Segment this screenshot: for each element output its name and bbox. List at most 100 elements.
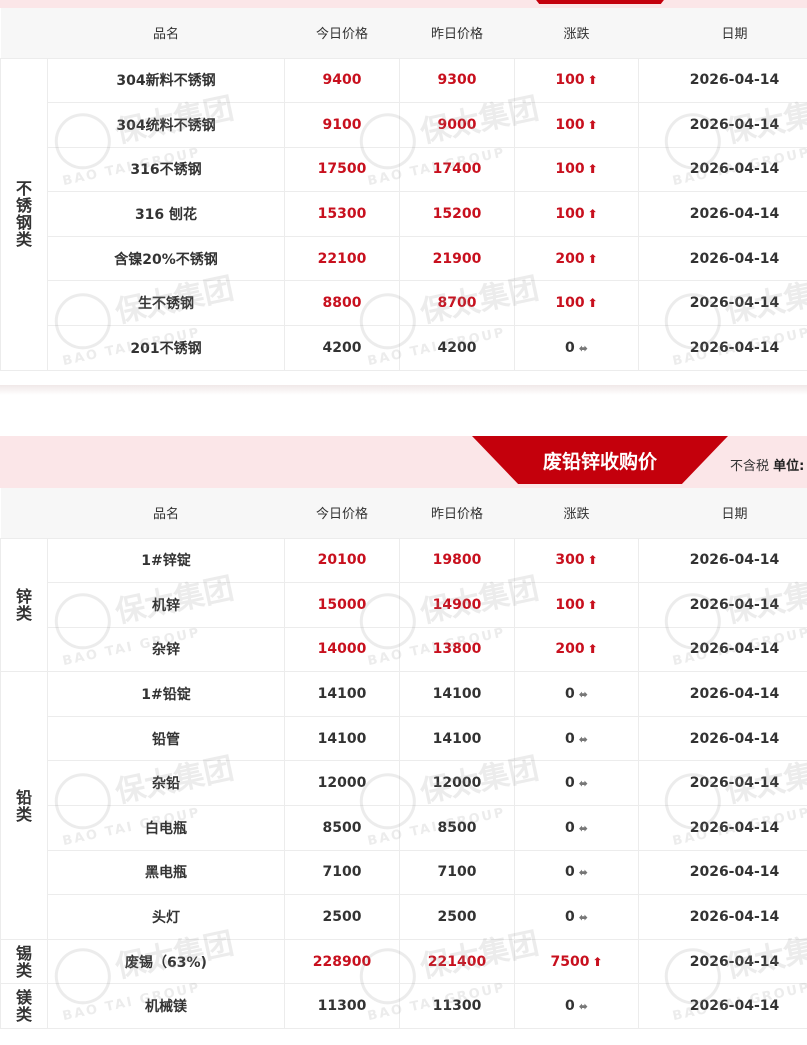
price-change: 100 ⬆ xyxy=(514,582,639,628)
price-change: 100 ⬆ xyxy=(514,146,639,193)
item-name: 头灯 xyxy=(47,894,285,940)
category-cell: 锌类 xyxy=(0,537,48,673)
today-price: 9400 xyxy=(284,57,400,104)
yesterday-price: 14100 xyxy=(399,671,515,717)
yesterday-price: 221400 xyxy=(399,938,515,985)
price-change: 100 ⬆ xyxy=(514,280,639,327)
price-change: 200 ⬆ xyxy=(514,235,639,282)
price-change: 100 ⬆ xyxy=(514,57,639,104)
category-cell: 铅类 xyxy=(0,671,48,940)
yesterday-price: 11300 xyxy=(399,983,515,1030)
table-row: 锡类 废锡（63%) 228900 221400 7500 ⬆ 2026-04-14 xyxy=(0,938,807,985)
yesterday-price: 9300 xyxy=(399,57,515,104)
table-header: 品名 今日价格 昨日价格 涨跌 日期 xyxy=(0,8,807,58)
price-change: 0 ⬌ xyxy=(514,849,639,896)
date: 2026-04-14 xyxy=(638,671,807,717)
yesterday-price: 15200 xyxy=(399,191,515,237)
header-category xyxy=(0,488,48,538)
table-row: 含镍20%不锈钢 22100 21900 200 ⬆ 2026-04-14 xyxy=(1,235,807,282)
date: 2026-04-14 xyxy=(638,983,807,1030)
column-header: 涨跌 xyxy=(514,488,639,538)
category-label: 铅类 xyxy=(15,787,32,824)
change-value: 0 xyxy=(565,775,575,792)
item-name: 201不锈钢 xyxy=(47,325,285,371)
date: 2026-04-14 xyxy=(638,57,807,104)
today-price: 8800 xyxy=(284,280,400,327)
column-header: 涨跌 xyxy=(514,8,639,58)
change-value: 0 xyxy=(565,686,575,703)
column-header: 日期 xyxy=(638,488,807,538)
section1-title-tab xyxy=(505,0,695,4)
category-cell: 锡类 xyxy=(0,938,48,985)
tax-note: 不含税 xyxy=(730,459,770,474)
table-row: 锌类 1#锌锭 20100 19800 300 ⬆ 2026-04-14 xyxy=(0,537,807,673)
lead-zinc-price-table: 品名 今日价格 昨日价格 涨跌 日期 锌类 1#锌锭 20100 19800 300 ⬆ 2026-0… xyxy=(0,488,807,1030)
price-change: 0 ⬌ xyxy=(514,983,639,1030)
date: 2026-04-14 xyxy=(638,102,807,148)
double-arrow-flat-icon: ⬌ xyxy=(578,732,588,746)
arrow-up-icon: ⬆ xyxy=(587,162,598,177)
category-label: 锡类 xyxy=(15,943,32,980)
unit-label: 单位: xyxy=(773,459,805,474)
table-row: 316 刨花 15300 15200 100 ⬆ 2026-04-14 xyxy=(1,191,807,237)
date: 2026-04-14 xyxy=(638,938,807,985)
category-label: 不锈钢类 xyxy=(15,179,32,250)
arrow-up-icon: ⬆ xyxy=(587,642,598,657)
change-value: 0 xyxy=(565,730,575,747)
item-name: 黑电瓶 xyxy=(47,849,285,896)
item-name: 杂铅 xyxy=(47,760,285,807)
item-name: 白电瓶 xyxy=(47,805,285,851)
change-value: 100 xyxy=(555,116,585,133)
column-header: 昨日价格 xyxy=(399,8,515,58)
change-value: 100 xyxy=(555,295,585,312)
arrow-up-icon: ⬆ xyxy=(587,597,598,612)
change-value: 200 xyxy=(555,641,585,658)
double-arrow-flat-icon: ⬌ xyxy=(578,821,588,835)
table-row: 316不锈钢 17500 17400 100 ⬆ 2026-04-14 xyxy=(1,146,807,193)
column-header: 日期 xyxy=(638,8,807,58)
change-value: 0 xyxy=(565,819,575,836)
date: 2026-04-14 xyxy=(638,849,807,896)
change-value: 0 xyxy=(565,339,575,356)
today-price: 22100 xyxy=(284,235,400,282)
yesterday-price: 21900 xyxy=(399,235,515,282)
today-price: 15000 xyxy=(284,582,400,628)
today-price: 8500 xyxy=(284,805,400,851)
category-label: 锌类 xyxy=(15,586,32,623)
item-name: 316 刨花 xyxy=(47,191,285,237)
today-price: 4200 xyxy=(284,325,400,371)
item-name: 机锌 xyxy=(47,582,285,628)
date: 2026-04-14 xyxy=(638,191,807,237)
table-row: 304统料不锈钢 9100 9000 100 ⬆ 2026-04-14 xyxy=(1,102,807,148)
item-name: 1#铅锭 xyxy=(47,671,285,717)
price-change: 100 ⬆ xyxy=(514,191,639,237)
table-row: 201不锈钢 4200 4200 0 ⬌ 2026-04-14 xyxy=(1,325,807,371)
table-row: 铅管 14100 14100 0 ⬌ 2026-04-14 xyxy=(1,715,807,762)
category-cell: 不锈钢类 xyxy=(0,57,48,371)
change-value: 100 xyxy=(555,72,585,89)
section-divider xyxy=(0,385,807,395)
arrow-up-icon: ⬆ xyxy=(592,954,603,969)
price-change: 100 ⬆ xyxy=(514,102,639,148)
today-price: 14100 xyxy=(284,671,400,717)
date: 2026-04-14 xyxy=(638,626,807,673)
table-row: 生不锈钢 8800 8700 100 ⬆ 2026-04-14 xyxy=(1,280,807,327)
table-row: 头灯 2500 2500 0 ⬌ 2026-04-14 xyxy=(1,894,807,940)
item-name: 含镍20%不锈钢 xyxy=(47,235,285,282)
date: 2026-04-14 xyxy=(638,894,807,940)
price-change: 200 ⬆ xyxy=(514,626,639,673)
change-value: 0 xyxy=(565,909,575,926)
date: 2026-04-14 xyxy=(638,235,807,282)
category-label: 镁类 xyxy=(15,988,32,1025)
yesterday-price: 2500 xyxy=(399,894,515,940)
date: 2026-04-14 xyxy=(638,325,807,371)
table-row: 白电瓶 8500 8500 0 ⬌ 2026-04-14 xyxy=(1,805,807,851)
date: 2026-04-14 xyxy=(638,805,807,851)
price-change: 0 ⬌ xyxy=(514,715,639,762)
table-row: 黑电瓶 7100 7100 0 ⬌ 2026-04-14 xyxy=(1,849,807,896)
change-value: 100 xyxy=(555,206,585,223)
price-change: 0 ⬌ xyxy=(514,894,639,940)
table-row: 杂锌 14000 13800 200 ⬆ 2026-04-14 xyxy=(1,626,807,673)
arrow-up-icon: ⬆ xyxy=(587,553,598,568)
arrow-up-icon: ⬆ xyxy=(587,296,598,311)
